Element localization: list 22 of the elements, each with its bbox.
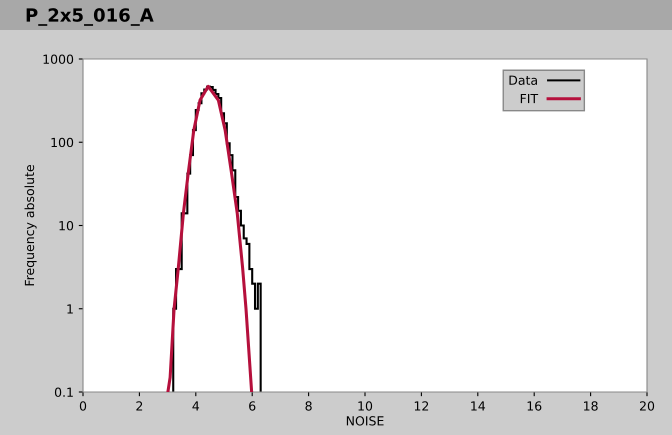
y-axis-title: Frequency absolute xyxy=(24,165,37,286)
y-tick-label: 10 xyxy=(59,220,74,230)
x-tick-label: 12 xyxy=(414,401,428,411)
line-series xyxy=(166,84,254,392)
x-axis-title: NOISE xyxy=(346,416,384,426)
y-tick-label: 1000 xyxy=(44,54,74,64)
chart-title: P_2x5_016_A xyxy=(26,8,154,26)
x-tick-label: 14 xyxy=(471,401,486,411)
y-tick-label: 0.1 xyxy=(54,387,73,397)
y-tick-label: 1 xyxy=(67,304,73,314)
x-tick-label: 20 xyxy=(640,401,654,411)
x-tick-label: 8 xyxy=(305,401,312,411)
x-tick-label: 2 xyxy=(136,401,142,411)
y-tick-label: 100 xyxy=(51,138,74,148)
x-tick-label: 6 xyxy=(249,401,256,411)
legend-label: Data xyxy=(509,76,537,85)
legend-label: FIT xyxy=(520,94,538,104)
x-tick-label: 16 xyxy=(528,401,542,411)
x-tick-label: 18 xyxy=(584,401,598,411)
x-tick-label: 0 xyxy=(80,401,86,411)
x-tick-label: 10 xyxy=(358,401,372,411)
x-tick-label: 4 xyxy=(192,401,200,411)
